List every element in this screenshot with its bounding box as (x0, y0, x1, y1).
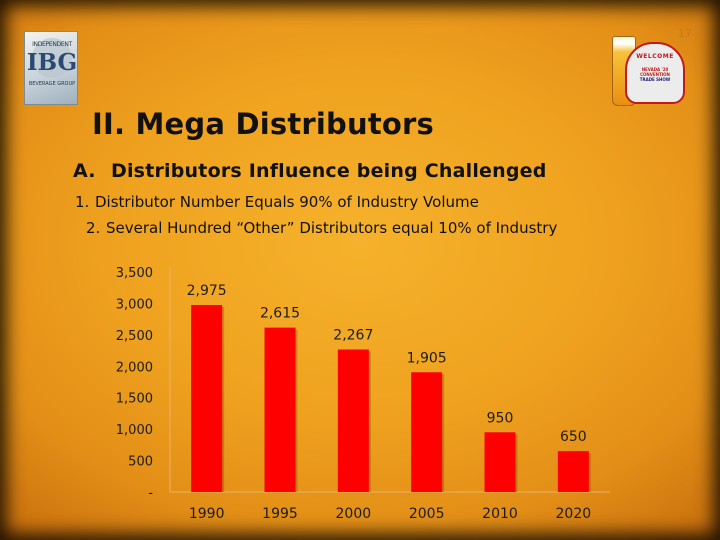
bullet-item: 2. Several Hundred “Other” Distributors e… (86, 219, 557, 237)
welcome-sign: WELCOME NEVADA '20 CONVENTION TRADE SHOW (625, 42, 685, 104)
welcome-sign-line1: NEVADA '20 CONVENTION (640, 67, 670, 77)
bar-value-label: 2,975 (187, 283, 227, 299)
bullet-number: 1. (75, 193, 90, 211)
subheading: A. Distributors Influence being Challenge… (73, 160, 547, 182)
x-tick-label: 1995 (262, 506, 298, 522)
bar (411, 372, 443, 492)
bullet-text: Several Hundred “Other” Distributors equ… (106, 219, 558, 237)
y-tick-label: 2,500 (116, 329, 153, 344)
bar (557, 451, 589, 492)
bar-value-label: 650 (560, 429, 587, 445)
y-tick-label: 3,500 (116, 266, 153, 281)
ibg-logo-bottom-text: BEVERAGE GROUP (28, 81, 76, 87)
y-tick-label: 3,000 (116, 297, 153, 312)
bar (191, 305, 223, 492)
bar-value-label: 950 (487, 410, 514, 426)
x-tick-label: 2010 (482, 506, 518, 522)
trade-show-logo: WELCOME NEVADA '20 CONVENTION TRADE SHOW (607, 28, 689, 108)
x-tick-label: 1990 (189, 506, 225, 522)
globe-icon (32, 38, 72, 78)
welcome-sign-text: WELCOME (636, 53, 674, 60)
bar (264, 327, 296, 492)
y-tick-label: - (148, 486, 153, 501)
ibg-logo: INDEPENDENT IBG BEVERAGE GROUP (24, 31, 78, 105)
subheading-marker: A. (73, 160, 96, 182)
bullet-item: 1. Distributor Number Equals 90% of Indus… (75, 193, 479, 211)
bullet-text: Distributor Number Equals 90% of Industr… (95, 193, 479, 211)
y-tick-label: 1,000 (116, 423, 153, 438)
bar-value-label: 2,267 (333, 328, 373, 344)
bar (337, 349, 369, 492)
y-tick-label: 2,000 (116, 360, 153, 375)
bar-value-label: 1,905 (407, 350, 447, 366)
x-tick-label: 2020 (556, 506, 592, 522)
slide-number: 17 (678, 27, 692, 40)
welcome-sign-line2: TRADE SHOW (639, 77, 671, 82)
y-tick-label: 1,500 (116, 392, 153, 407)
x-tick-label: 2005 (409, 506, 445, 522)
x-tick-label: 2000 (336, 506, 372, 522)
ibg-logo-main-text: IBG (26, 49, 78, 76)
slide-title: II. Mega Distributors (92, 107, 434, 141)
y-tick-label: 500 (128, 455, 153, 470)
bar (484, 432, 516, 492)
ibg-logo-top-text: INDEPENDENT (32, 41, 72, 48)
bar-value-label: 2,615 (260, 306, 300, 322)
subheading-text: Distributors Influence being Challenged (111, 160, 547, 182)
bullet-number: 2. (86, 219, 101, 237)
